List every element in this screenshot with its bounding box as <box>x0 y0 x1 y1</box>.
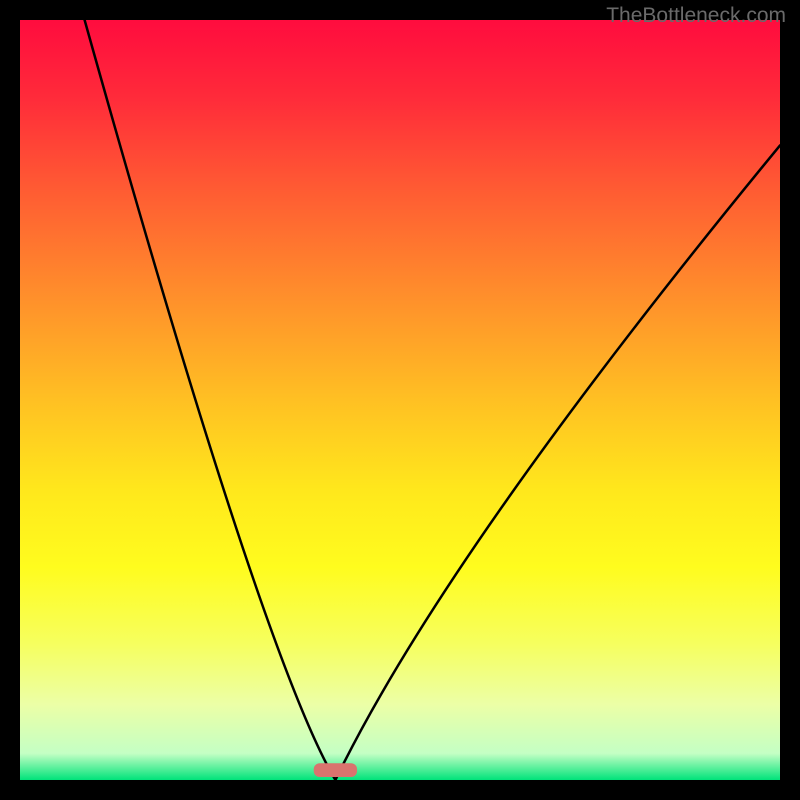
chart-container: TheBottleneck.com <box>0 0 800 800</box>
watermark-text: TheBottleneck.com <box>606 4 786 28</box>
bottleneck-chart <box>0 0 800 800</box>
plot-background <box>20 20 780 780</box>
vertex-marker <box>314 763 357 777</box>
